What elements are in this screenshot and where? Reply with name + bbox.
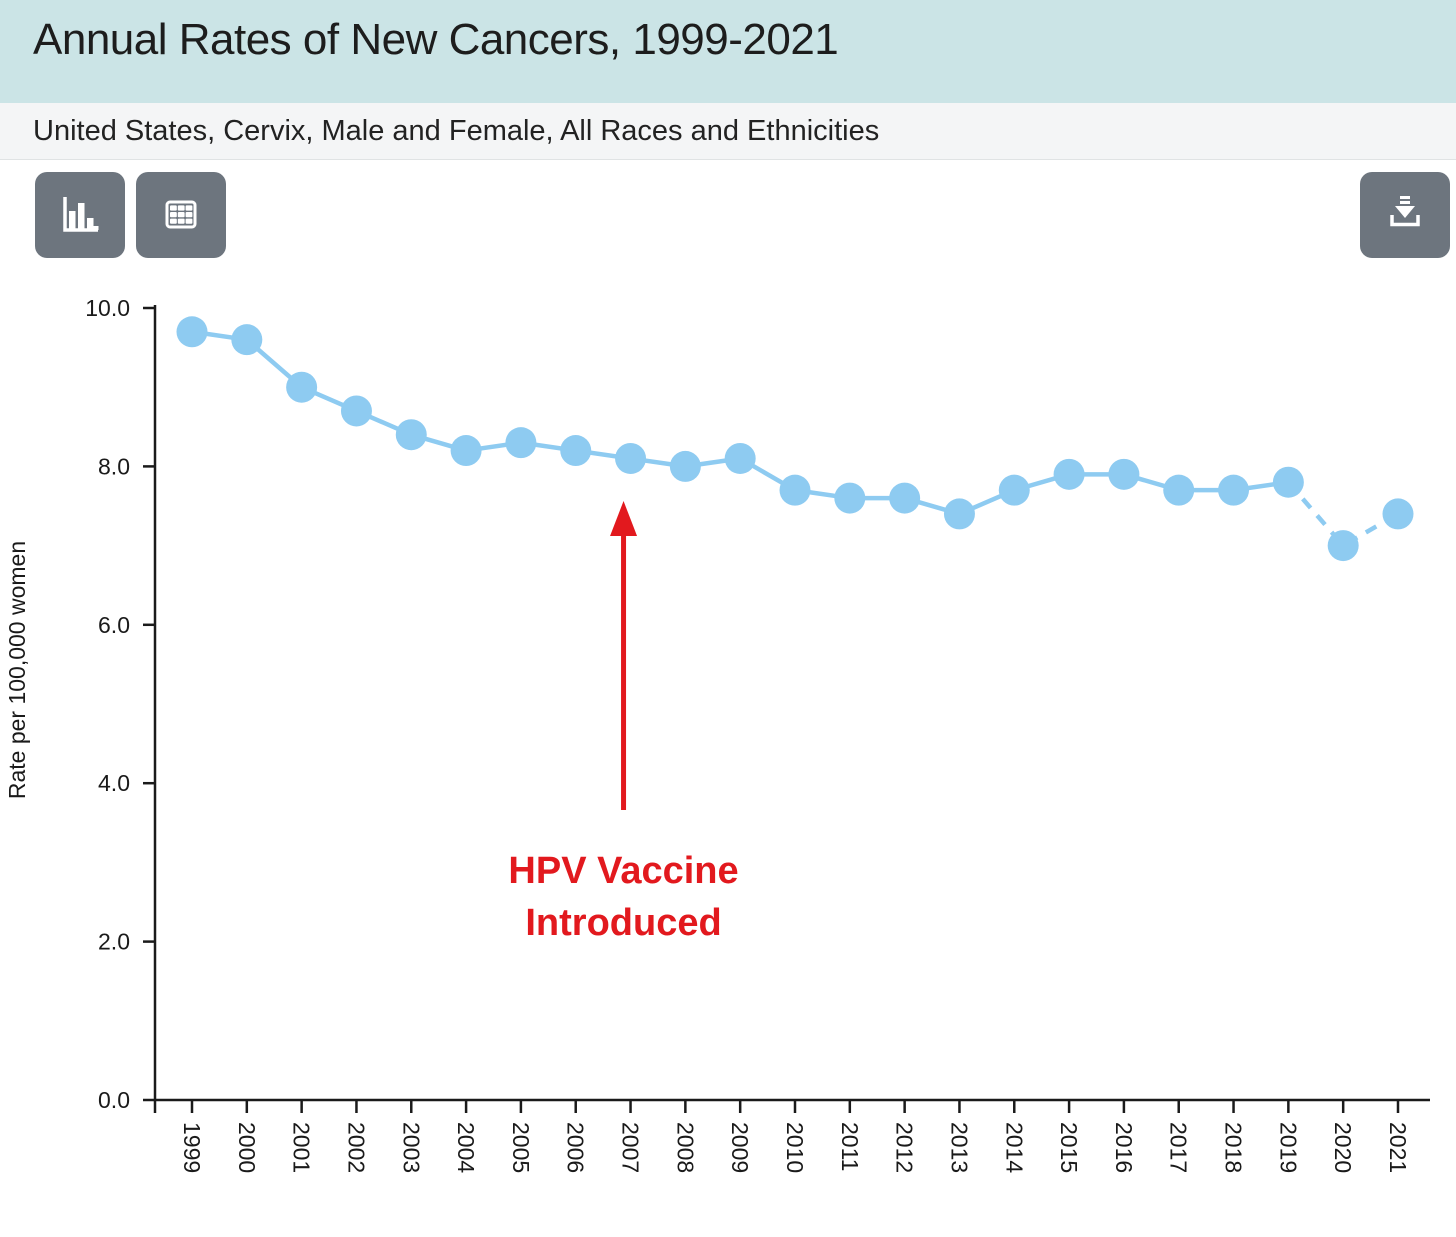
x-tick-label: 2016: [1111, 1122, 1137, 1173]
data-point-2018[interactable]: [1218, 474, 1250, 506]
x-tick-label: 2004: [453, 1122, 479, 1173]
page-subtitle: United States, Cervix, Male and Female, …: [33, 114, 880, 147]
x-tick-label: 2010: [782, 1122, 808, 1173]
y-tick-label: 10.0: [85, 295, 130, 321]
x-tick-label: 2017: [1166, 1122, 1192, 1173]
series-line-dashed: [1286, 480, 1400, 549]
data-point-2006[interactable]: [560, 435, 592, 467]
x-tick-label: 2003: [398, 1122, 424, 1173]
data-point-2000[interactable]: [231, 324, 263, 356]
y-tick-label: 4.0: [98, 770, 130, 796]
annotation-text-line: HPV Vaccine: [508, 850, 738, 892]
data-point-2003[interactable]: [395, 419, 427, 451]
y-axis-title: Rate per 100,000 women: [4, 541, 30, 799]
x-tick-label: 2014: [1001, 1122, 1027, 1173]
data-point-2010[interactable]: [779, 474, 811, 506]
data-point-2007[interactable]: [615, 442, 647, 474]
data-point-2002[interactable]: [340, 395, 372, 427]
x-tick-label: 2011: [837, 1122, 863, 1171]
x-tick-label: 2013: [946, 1122, 972, 1173]
data-point-2019[interactable]: [1272, 466, 1304, 498]
data-point-2020[interactable]: [1327, 530, 1359, 562]
table-icon: [157, 191, 205, 239]
x-tick-label: 2000: [234, 1122, 260, 1173]
data-point-2016[interactable]: [1108, 458, 1140, 490]
x-tick-label: 2005: [508, 1122, 534, 1173]
axes: [153, 305, 1430, 1102]
x-tick-label: 2020: [1330, 1122, 1356, 1173]
data-point-2008[interactable]: [669, 450, 701, 482]
page-title: Annual Rates of New Cancers, 1999-2021: [33, 14, 839, 64]
data-point-2011[interactable]: [834, 482, 866, 514]
chart-view-button[interactable]: [35, 172, 125, 258]
data-point-2017[interactable]: [1163, 474, 1195, 506]
annotation-text-line: Introduced: [525, 902, 721, 944]
download-button[interactable]: [1360, 172, 1450, 258]
line-chart: 0.0 2.0 4.0 6.0 8.0 10.0 Rate per 100,000 wome…: [4, 295, 1430, 1173]
data-point-2014[interactable]: [998, 474, 1030, 506]
data-point-2013[interactable]: [943, 498, 975, 530]
x-tick-label: 2008: [672, 1122, 698, 1173]
x-tick-label: 2007: [618, 1122, 644, 1173]
x-tick-label: 2002: [343, 1122, 369, 1173]
x-tick-label: 2019: [1275, 1122, 1301, 1173]
data-point-2021[interactable]: [1382, 498, 1414, 530]
x-tick-label: 2021: [1385, 1122, 1411, 1173]
x-tick-label: 2018: [1221, 1122, 1247, 1173]
y-tick-label: 0.0: [98, 1087, 130, 1113]
table-view-button[interactable]: [136, 172, 226, 258]
x-tick-label: 2001: [289, 1122, 315, 1173]
bar-chart-icon: [56, 191, 104, 239]
y-tick-label: 8.0: [98, 453, 130, 479]
title-band: Annual Rates of New Cancers, 1999-2021: [0, 0, 1456, 103]
y-tick-label: 6.0: [98, 612, 130, 638]
x-tick-label: 2015: [1056, 1122, 1082, 1173]
annotation-arrow-head: [610, 501, 638, 536]
data-point-2009[interactable]: [724, 442, 756, 474]
data-point-2001[interactable]: [286, 371, 318, 403]
subtitle-band: United States, Cervix, Male and Female, …: [0, 103, 1456, 160]
x-tick-label: 2009: [727, 1122, 753, 1173]
data-point-2015[interactable]: [1053, 458, 1085, 490]
y-tick-label: 2.0: [98, 929, 130, 955]
data-point-1999[interactable]: [176, 316, 208, 348]
data-point-2005[interactable]: [505, 427, 537, 459]
data-point-2012[interactable]: [889, 482, 921, 514]
x-tick-label: 2006: [563, 1122, 589, 1173]
x-tick-label: 1999: [179, 1122, 205, 1173]
x-tick-label: 2012: [892, 1122, 918, 1173]
download-icon: [1381, 191, 1429, 239]
data-point-2004[interactable]: [450, 435, 482, 467]
